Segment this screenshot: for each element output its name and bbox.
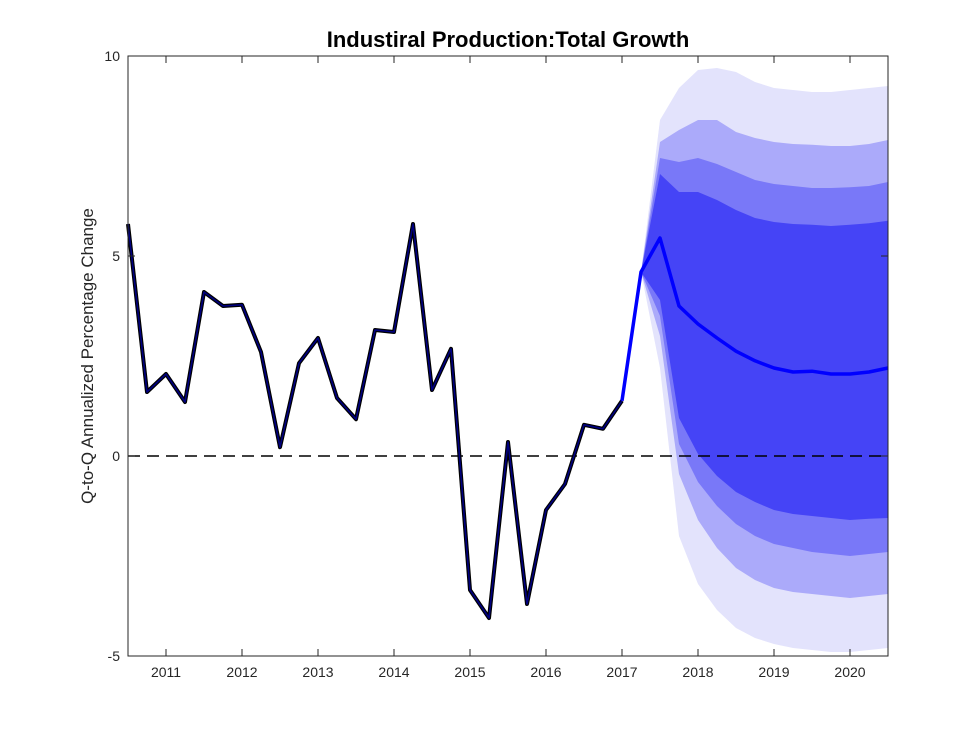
y-axis-label: Q-to-Q Annualized Percentage Change [78, 208, 97, 504]
line-layer [126, 222, 889, 620]
y-tick-label: 0 [112, 448, 120, 464]
x-tick-label: 2015 [454, 664, 485, 680]
x-tick-label: 2012 [226, 664, 257, 680]
x-tick-label: 2014 [378, 664, 409, 680]
y-tick-label: 5 [112, 248, 120, 264]
history-line [127, 223, 623, 619]
x-tick-label: 2013 [302, 664, 333, 680]
y-tick-label: -5 [108, 648, 121, 664]
plot-area-border [127, 55, 889, 657]
axis-layer: -5 0 5 10 2011 2012 2013 2014 2015 2016 2017 2018 20… [104, 48, 888, 680]
x-tick-label: 2018 [682, 664, 713, 680]
y-tick-label: 10 [104, 48, 120, 64]
history-line-outline [126, 222, 624, 620]
x-tick-label: 2017 [606, 664, 637, 680]
x-tick-label: 2019 [758, 664, 789, 680]
x-tick-label: 2020 [834, 664, 865, 680]
x-tick-label: 2016 [530, 664, 561, 680]
fan-band-inner [622, 174, 888, 520]
forecast-median-line [620, 236, 889, 402]
x-tick-label: 2011 [151, 664, 181, 680]
chart-title: Industiral Production:Total Growth [327, 27, 690, 52]
